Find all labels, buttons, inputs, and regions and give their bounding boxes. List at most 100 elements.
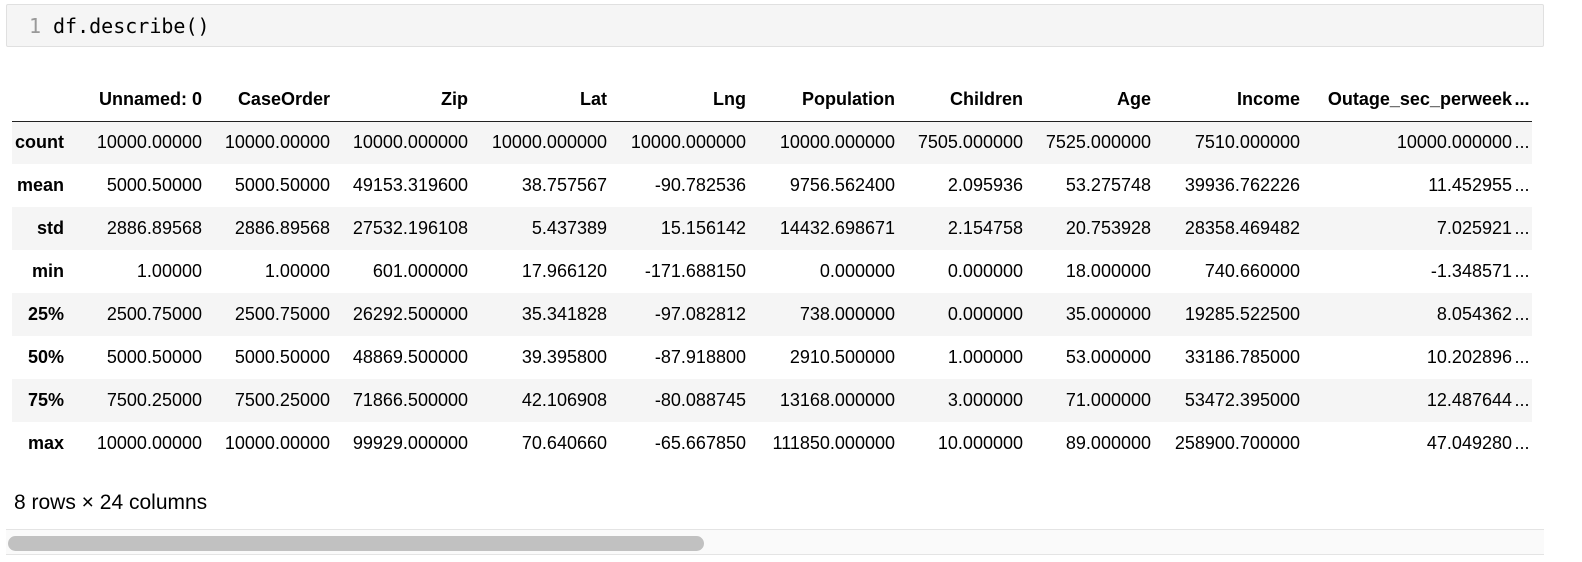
table-cell: 10000.000000 [1396, 132, 1512, 153]
table-cell: -171.688150 [644, 261, 746, 281]
column-header: Population [746, 78, 895, 122]
table-cell: 47.049280 [1426, 433, 1512, 453]
scrollbar-thumb[interactable] [8, 536, 704, 551]
table-cell: 17.966120 [521, 261, 607, 281]
table-cell: 18.000000 [1065, 261, 1151, 281]
table-cell: 5000.50000 [106, 347, 202, 367]
table-cell: 89.000000 [1065, 433, 1151, 453]
column-header: Outage_sec_perweek [1300, 78, 1512, 122]
line-number: 1 [28, 13, 41, 38]
table-cell: 0.000000 [947, 261, 1023, 281]
table-cell: 38.757567 [521, 175, 607, 195]
cell-ellipsis: ... [1514, 175, 1530, 195]
horizontal-scrollbar[interactable] [6, 529, 1544, 555]
table-cell: 71.000000 [1065, 390, 1151, 410]
table-row: count 10000.00000 10000.00000 10000.000000 1… [12, 121, 1532, 164]
table-cell: 15.156142 [660, 218, 746, 238]
table-cell: 1.00000 [264, 261, 330, 281]
cell-ellipsis: ... [1514, 218, 1530, 238]
cell-ellipsis: ... [1514, 132, 1530, 153]
column-ellipsis: ... [1512, 78, 1532, 122]
column-header: Zip [330, 78, 468, 122]
table-cell: 35.000000 [1065, 304, 1151, 324]
table-row: max 10000.00000 10000.00000 99929.000000 70.… [12, 422, 1532, 465]
table-cell: 8.054362 [1436, 304, 1512, 324]
table-cell: 13168.000000 [779, 390, 895, 410]
column-header: Income [1151, 78, 1300, 122]
cell-ellipsis: ... [1514, 390, 1530, 410]
code-editor[interactable]: df.describe() [53, 13, 210, 38]
table-cell: 70.640660 [521, 433, 607, 453]
table-cell: 3.000000 [947, 390, 1023, 410]
row-index-label: 50% [27, 347, 64, 367]
column-header: Children [895, 78, 1023, 122]
table-cell: 10000.00000 [96, 433, 202, 453]
table-cell: 7500.25000 [106, 390, 202, 410]
table-row: 50% 5000.50000 5000.50000 48869.500000 39.39… [12, 336, 1532, 379]
table-cell: 42.106908 [521, 390, 607, 410]
header-row: Unnamed: 0 CaseOrder Zip Lat Lng Populat… [12, 78, 1532, 122]
table-cell: 258900.700000 [1174, 433, 1300, 453]
table-cell: 7500.25000 [234, 390, 330, 410]
index-header [12, 78, 78, 122]
table-cell: 35.341828 [521, 304, 607, 324]
table-cell: 5.437389 [531, 218, 607, 238]
row-index-label: mean [16, 175, 64, 195]
table-cell: 1.000000 [947, 347, 1023, 367]
table-cell: 53.275748 [1065, 175, 1151, 195]
table-cell: 9756.562400 [789, 175, 895, 195]
table-cell: 27532.196108 [352, 218, 468, 238]
table-cell: 20.753928 [1065, 218, 1151, 238]
table-cell: 5000.50000 [106, 175, 202, 195]
table-shape-summary: 8 rows × 24 columns [14, 491, 208, 514]
table-row: 25% 2500.75000 2500.75000 26292.500000 35.34… [12, 293, 1532, 336]
table-cell: 7510.000000 [1194, 132, 1300, 153]
table-cell: 49153.319600 [352, 175, 468, 195]
table-cell: 0.000000 [819, 261, 895, 281]
dataframe-table: Unnamed: 0 CaseOrder Zip Lat Lng Populat… [12, 78, 1532, 465]
table-cell: 33186.785000 [1184, 347, 1300, 367]
table-cell: 7505.000000 [917, 132, 1023, 153]
table-cell: 10000.00000 [96, 132, 202, 153]
table-cell: 11.452955 [1428, 175, 1512, 195]
cell-ellipsis: ... [1514, 304, 1530, 324]
table-cell: 12.487644 [1426, 390, 1512, 410]
table-cell: 14432.698671 [779, 218, 895, 238]
table-cell: 48869.500000 [352, 347, 468, 367]
row-index-label: std [37, 218, 64, 238]
table-cell: 2.154758 [947, 218, 1023, 238]
table-cell: 28358.469482 [1184, 218, 1300, 238]
table-cell: 71866.500000 [352, 390, 468, 410]
table-cell: -1.348571 [1430, 261, 1512, 281]
table-cell: 99929.000000 [352, 433, 468, 453]
table-cell: 5000.50000 [234, 347, 330, 367]
code-cell-input[interactable]: 1 df.describe() [6, 4, 1544, 47]
table-cell: 601.000000 [372, 261, 468, 281]
cell-ellipsis: ... [1514, 261, 1530, 281]
table-cell: 2886.89568 [106, 218, 202, 238]
table-cell: 53.000000 [1065, 347, 1151, 367]
table-cell: 10.202896 [1426, 347, 1512, 367]
table-row: std 2886.89568 2886.89568 27532.196108 5.437… [12, 207, 1532, 250]
table-cell: 1.00000 [136, 261, 202, 281]
table-cell: -65.667850 [654, 433, 746, 453]
table-cell: 10000.000000 [630, 132, 746, 153]
table-cell: 10000.000000 [491, 132, 607, 153]
column-header: Unnamed: 0 [78, 78, 202, 122]
table-cell: 10000.000000 [779, 132, 895, 153]
table-cell: 2886.89568 [234, 218, 330, 238]
table-cell: 10000.00000 [224, 132, 330, 153]
table-cell: -80.088745 [654, 390, 746, 410]
table-cell: 2910.500000 [789, 347, 895, 367]
table-cell: 5000.50000 [234, 175, 330, 195]
table-row: 75% 7500.25000 7500.25000 71866.500000 42.10… [12, 379, 1532, 422]
table-cell: -87.918800 [654, 347, 746, 367]
table-cell: 19285.522500 [1184, 304, 1300, 324]
table-cell: 53472.395000 [1184, 390, 1300, 410]
cell-ellipsis: ... [1514, 347, 1530, 367]
row-index-label: 75% [27, 390, 64, 410]
table-cell: 2500.75000 [106, 304, 202, 324]
table-cell: 738.000000 [799, 304, 895, 324]
column-header: Age [1023, 78, 1151, 122]
table-cell: 2.095936 [947, 175, 1023, 195]
